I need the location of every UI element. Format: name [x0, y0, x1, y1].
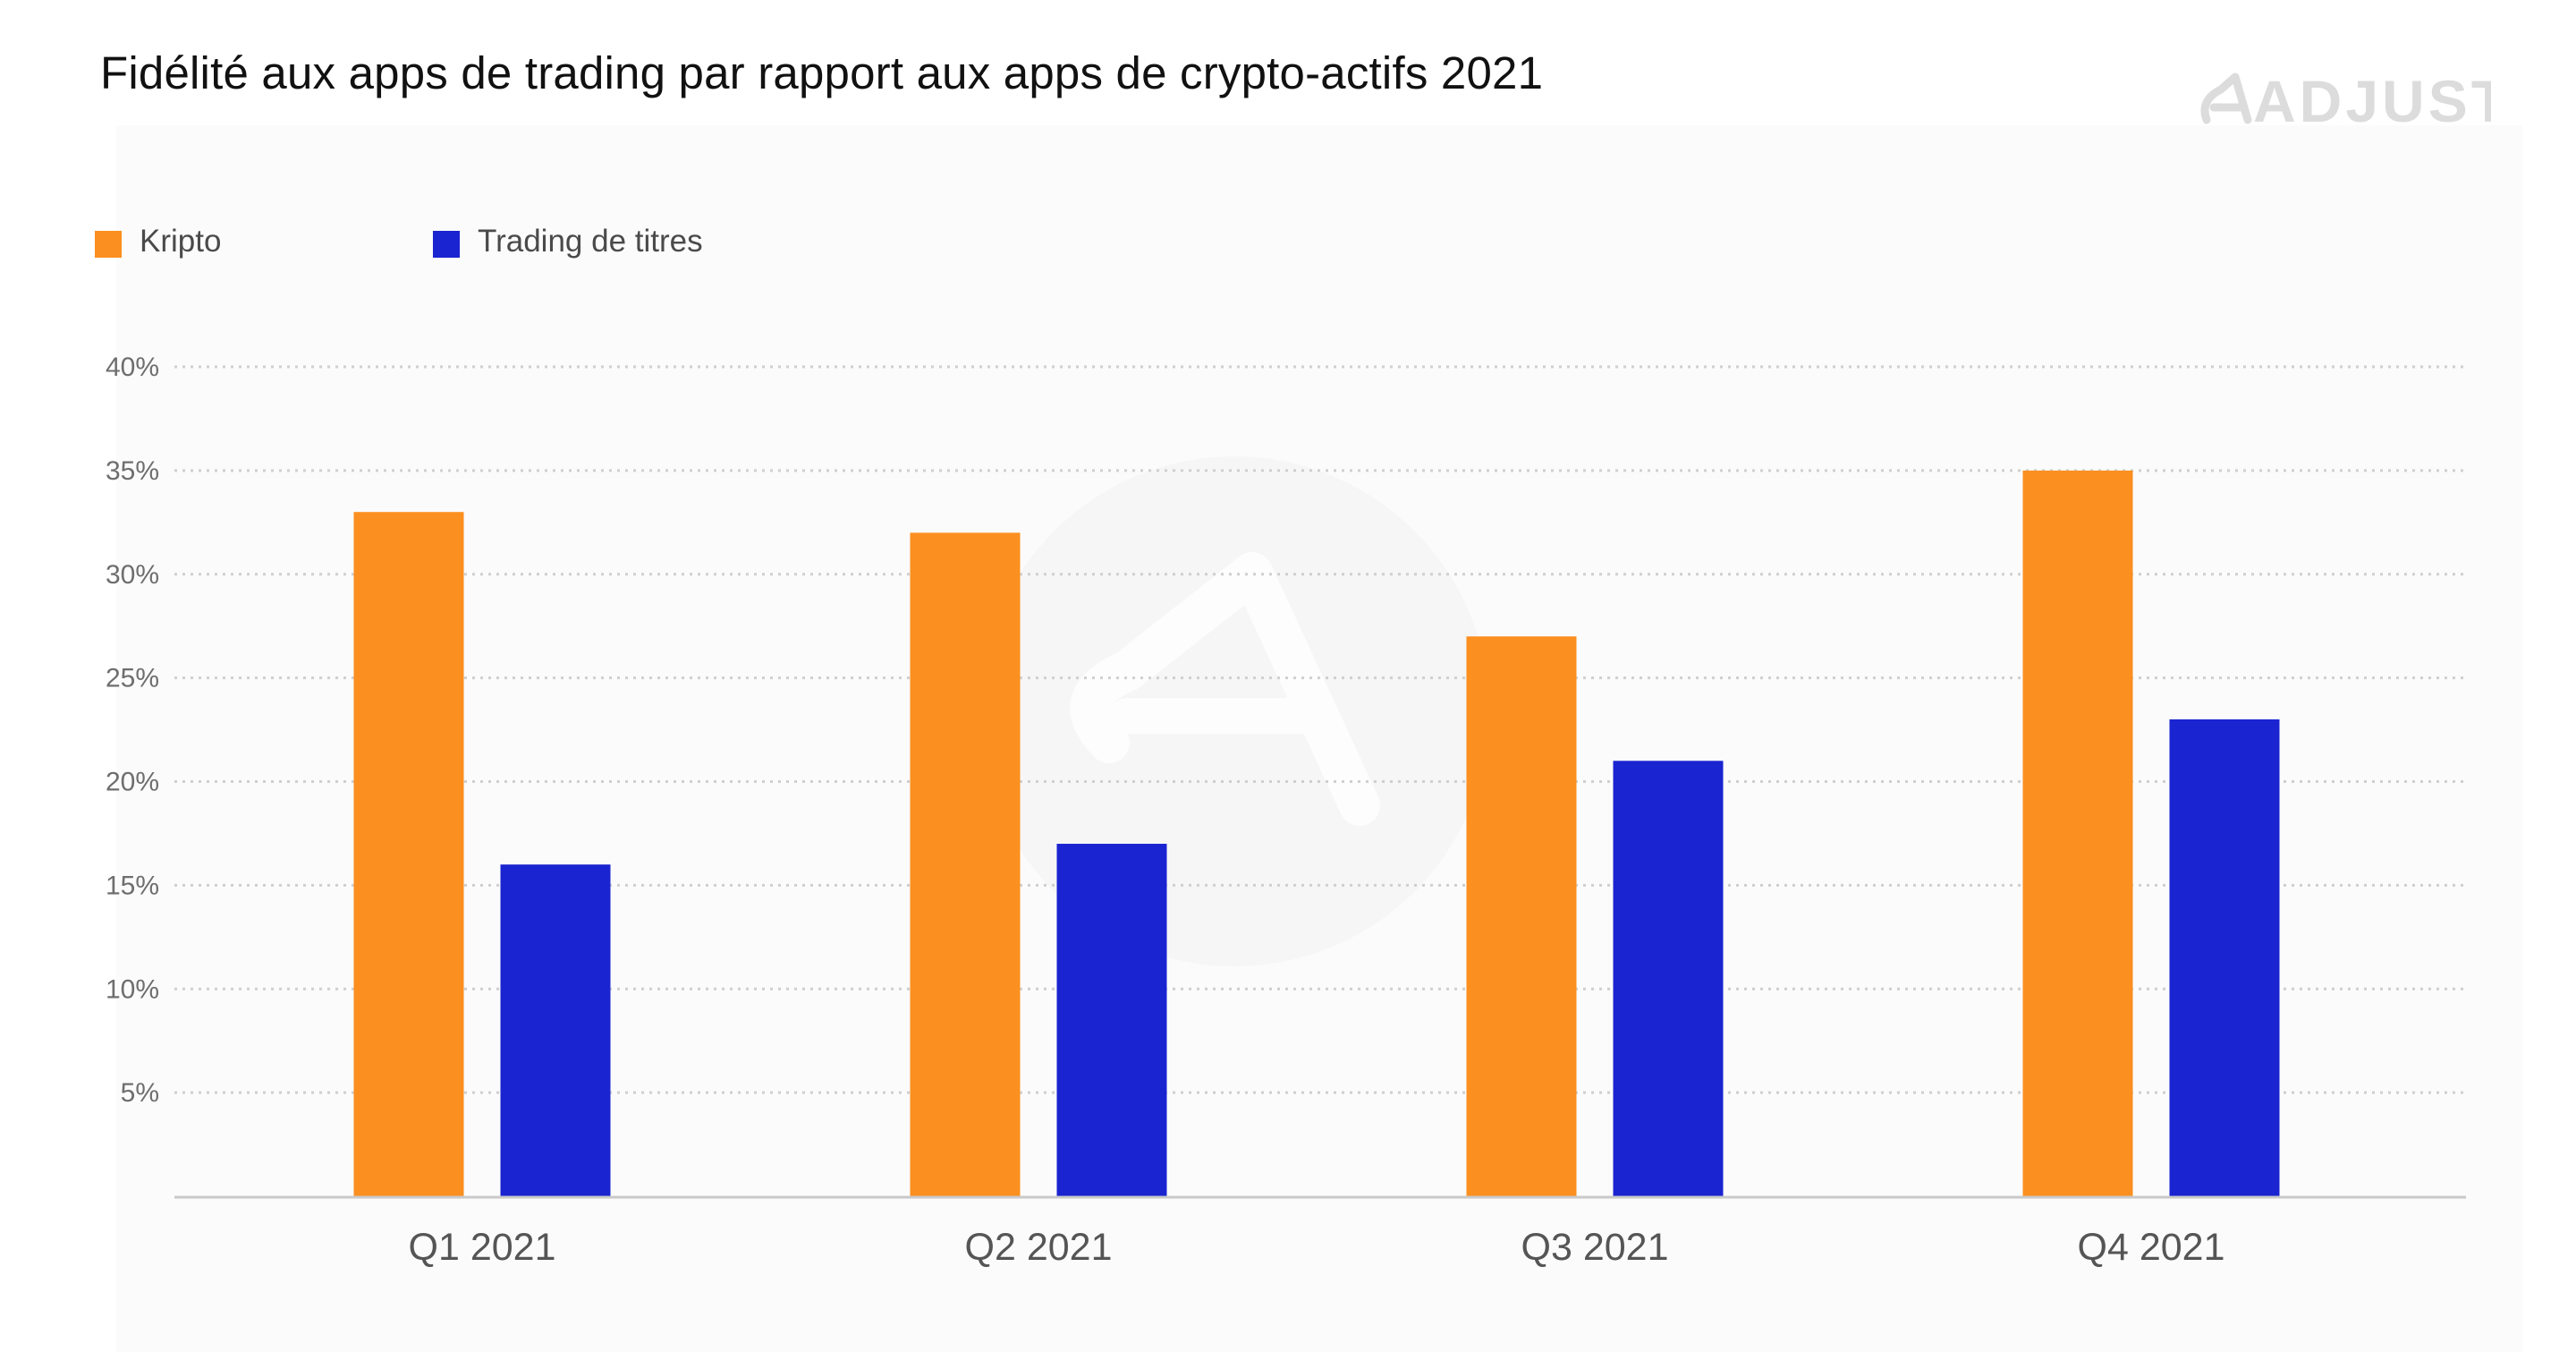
y-tick-label: 20%: [106, 768, 159, 797]
x-axis-labels: Q1 2021 Q2 2021 Q3 2021 Q4 2021: [409, 1226, 2225, 1269]
bar-kripto-4: [2022, 470, 2133, 1196]
legend-item-kripto: Kripto: [95, 224, 221, 259]
bar-trading-1: [500, 864, 611, 1196]
legend-label-trading: Trading de titres: [478, 224, 703, 259]
watermark: [979, 456, 1489, 966]
bar-kripto-2: [910, 532, 1021, 1196]
bar-kripto-1: [353, 512, 464, 1196]
y-tick-label: 25%: [106, 664, 159, 693]
bar-trading-4: [2169, 719, 2280, 1196]
x-category-label: Q3 2021: [1521, 1226, 1669, 1269]
adjust-logo-text: ADJUST: [2253, 68, 2491, 134]
y-tick-label: 15%: [106, 871, 159, 900]
x-category-label: Q2 2021: [965, 1226, 1113, 1269]
legend-item-trading: Trading de titres: [433, 224, 703, 259]
chart-title: Fidélité aux apps de trading par rapport…: [100, 47, 1544, 98]
bars: [353, 470, 2280, 1196]
legend-swatch-kripto: [95, 231, 122, 258]
y-axis-ticks: 5% 10% 15% 20% 25% 30% 35% 40%: [106, 353, 159, 1108]
y-tick-label: 5%: [121, 1078, 159, 1108]
legend-swatch-trading: [433, 231, 460, 258]
bar-trading-3: [1613, 761, 1724, 1196]
x-category-label: Q1 2021: [409, 1226, 556, 1269]
y-tick-label: 40%: [106, 353, 159, 382]
x-category-label: Q4 2021: [2078, 1226, 2225, 1269]
y-tick-label: 30%: [106, 560, 159, 590]
bar-kripto-3: [1466, 636, 1577, 1196]
adjust-logo: ADJUST: [2200, 68, 2491, 134]
bar-trading-2: [1056, 844, 1167, 1196]
y-tick-label: 10%: [106, 974, 159, 1004]
legend-label-kripto: Kripto: [140, 224, 222, 259]
y-tick-label: 35%: [106, 456, 159, 486]
